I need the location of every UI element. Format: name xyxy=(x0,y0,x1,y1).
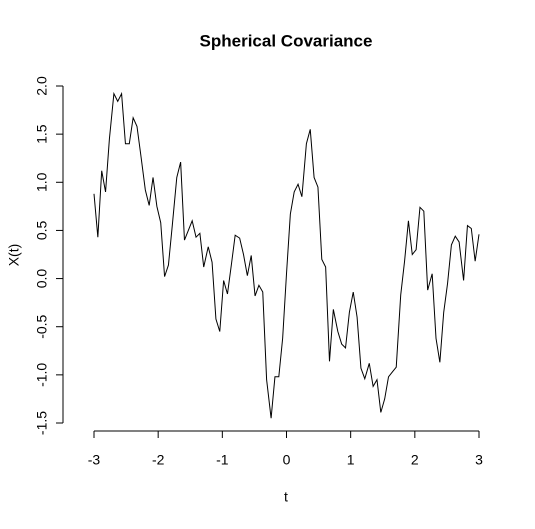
y-tick-label: -0.5 xyxy=(34,314,50,338)
y-tick-label: -1.0 xyxy=(34,363,50,387)
y-tick-label: -1.5 xyxy=(34,411,50,435)
y-tick-label: 0.0 xyxy=(34,269,50,289)
x-tick-label: 3 xyxy=(475,452,483,468)
x-tick-label: 1 xyxy=(347,452,355,468)
x-axis-label: t xyxy=(284,489,288,505)
data-line xyxy=(93,91,480,419)
x-tick-label: -2 xyxy=(152,452,165,468)
y-tick-label: 1.0 xyxy=(34,172,50,192)
x-tick-label: 2 xyxy=(411,452,419,468)
x-tick-label: 0 xyxy=(283,452,291,468)
chart-title: Spherical Covariance xyxy=(200,31,373,50)
y-tick-label: 1.5 xyxy=(34,124,50,144)
y-axis-label: X(t) xyxy=(6,244,22,267)
x-tick-label: -1 xyxy=(216,452,229,468)
y-tick-label: 0.5 xyxy=(34,220,50,240)
y-tick-label: 2.0 xyxy=(34,76,50,96)
x-tick-label: -3 xyxy=(88,452,101,468)
